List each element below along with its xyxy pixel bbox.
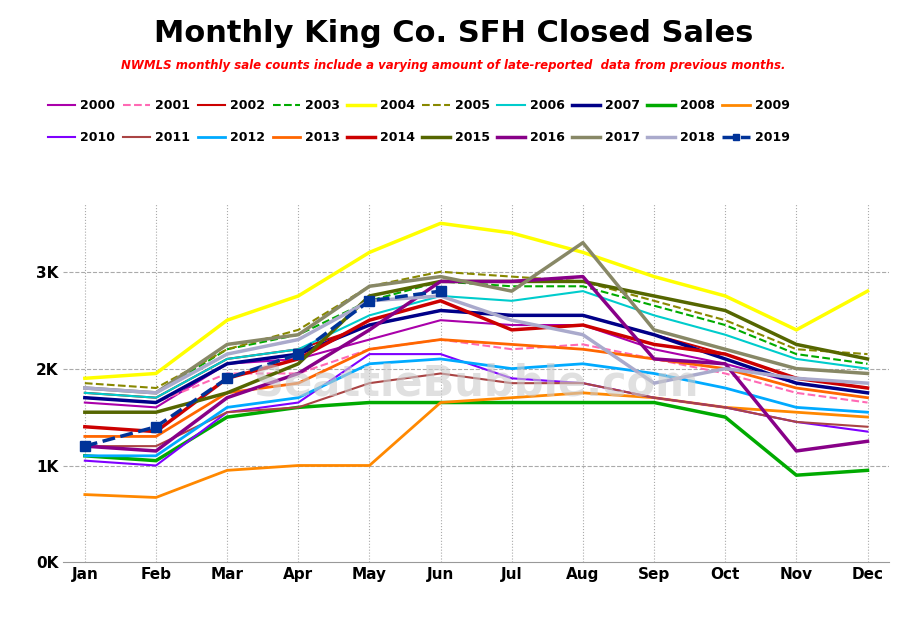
Text: Monthly King Co. SFH Closed Sales: Monthly King Co. SFH Closed Sales bbox=[154, 19, 753, 48]
Text: SeattleBubble.com: SeattleBubble.com bbox=[254, 362, 698, 404]
Text: NWMLS monthly sale counts include a varying amount of late-reported  data from p: NWMLS monthly sale counts include a vary… bbox=[122, 59, 785, 72]
Legend: 2010, 2011, 2012, 2013, 2014, 2015, 2016, 2017, 2018, 2019: 2010, 2011, 2012, 2013, 2014, 2015, 2016… bbox=[43, 126, 795, 149]
Legend: 2000, 2001, 2002, 2003, 2004, 2005, 2006, 2007, 2008, 2009: 2000, 2001, 2002, 2003, 2004, 2005, 2006… bbox=[43, 94, 795, 117]
